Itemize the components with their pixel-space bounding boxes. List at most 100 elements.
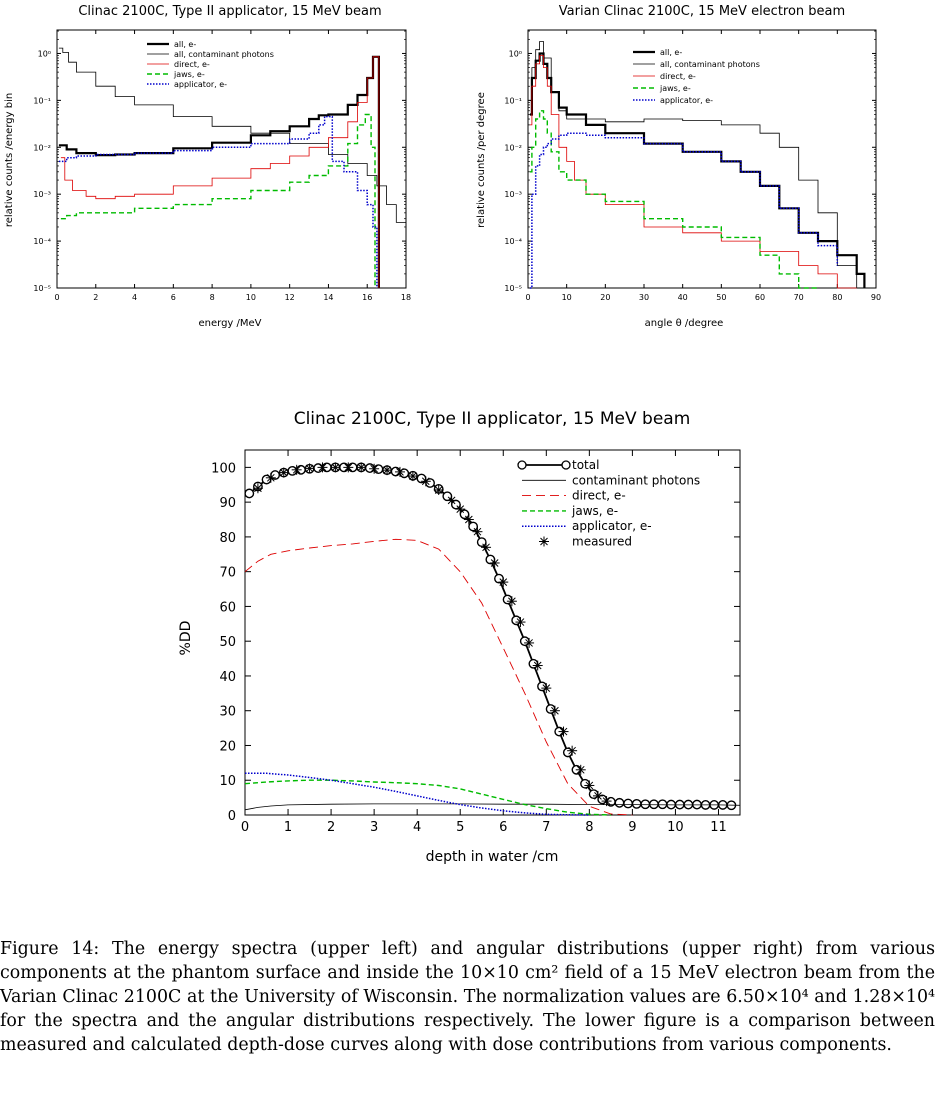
y-tick-label: 40 (219, 670, 236, 685)
data-point-measured (265, 472, 276, 483)
y-tick-label: 100 (211, 461, 236, 476)
y-tick-label: 60 (219, 600, 236, 615)
x-tick-label: 3 (370, 820, 378, 835)
y-tick-label: 90 (219, 496, 236, 511)
data-point-total (649, 799, 659, 810)
figure-number: Figure 14: (0, 939, 100, 959)
legend-label: jaws, e- (571, 504, 618, 518)
x-tick-label: 2 (327, 820, 335, 835)
y-tick-label: 10⁻¹ (504, 96, 522, 105)
data-point-measured (472, 526, 483, 537)
series-group (529, 41, 866, 289)
data-point-measured (575, 764, 586, 775)
x-tick-label: 7 (542, 820, 550, 835)
data-point-measured (524, 637, 535, 648)
y-tick-label: 30 (219, 705, 236, 720)
y-tick-label: 10⁻⁴ (33, 237, 51, 246)
series-line-3 (529, 110, 818, 289)
data-point-total (640, 799, 651, 810)
x-tick-label: 70 (794, 293, 804, 302)
y-tick-label: 10⁻² (504, 143, 522, 152)
data-point-measured (252, 483, 263, 494)
y-tick-label: 10⁻² (33, 143, 51, 152)
axis-ticks: 0 1 2 3 4 5 6 7 8 9 10 11 0 10 20 30 40 50 60 70 80 90 100 (211, 450, 740, 835)
data-point-total (657, 799, 668, 810)
data-point-total (459, 509, 470, 520)
series-line-1 (58, 47, 407, 288)
legend-label: applicator, e- (174, 80, 227, 89)
x-axis-label: energy /MeV (198, 318, 261, 329)
caption-text: The energy spectra (upper left) and angu… (0, 939, 935, 1055)
y-tick-label: 0 (228, 809, 236, 824)
x-tick-label: 40 (678, 293, 688, 302)
chart-title: Clinac 2100C, Type II applicator, 15 MeV… (294, 409, 691, 429)
legend-label: direct, e- (174, 60, 210, 69)
series-line-3 (244, 779, 611, 816)
data-point-total (623, 798, 633, 809)
y-tick-label: 10⁻¹ (33, 96, 51, 105)
data-point-total (631, 798, 642, 809)
plot-frame (56, 29, 407, 289)
data-point-measured (506, 596, 517, 607)
series-group (58, 47, 407, 288)
legend-swatch (539, 536, 549, 547)
legend-label: direct, e- (572, 489, 626, 503)
data-point-measured (369, 463, 380, 474)
data-point-total (614, 797, 625, 808)
x-tick-label: 16 (362, 293, 372, 302)
y-tick-label: 70 (219, 566, 236, 581)
data-point-measured (304, 463, 315, 474)
legend-label: contaminant photons (572, 473, 700, 487)
depth-dose-chart: Clinac 2100C, Type II applicator, 15 MeV… (178, 409, 741, 865)
y-axis-label: %DD (178, 621, 194, 656)
data-point-measured (356, 462, 367, 473)
data-point-measured (407, 471, 418, 482)
data-point-total (244, 488, 255, 499)
x-tick-label: 11 (710, 820, 727, 835)
data-point-measured (567, 745, 578, 756)
data-point-measured (584, 780, 595, 791)
plot-frame (244, 449, 741, 816)
axis-ticks: 0 2 4 6 8 10 12 14 16 18 10⁻⁵ 10⁻⁴ 10⁻³ 10⁻² 10⁻¹ 10⁰ (33, 30, 411, 302)
data-point-measured (489, 557, 500, 568)
x-tick-label: 9 (628, 820, 636, 835)
series-line-2 (60, 56, 380, 288)
data-point-measured (278, 467, 289, 478)
x-tick-label: 12 (285, 293, 295, 302)
series-line-2 (529, 55, 857, 289)
data-point-measured (558, 726, 569, 737)
series-line-1 (529, 41, 858, 288)
series-line-2 (244, 538, 633, 816)
y-axis-label: relative counts /energy bin (4, 93, 15, 227)
plot-frame (527, 29, 877, 289)
series-line-4 (245, 772, 590, 816)
y-tick-label: 50 (219, 635, 236, 650)
y-tick-label: 10⁻⁵ (33, 284, 51, 293)
y-tick-label: 10⁰ (38, 49, 51, 58)
x-tick-label: 6 (171, 293, 176, 302)
series-group (244, 462, 741, 816)
data-point-measured (463, 514, 474, 525)
data-point-measured (317, 462, 328, 473)
x-tick-label: 10 (246, 293, 256, 302)
x-axis-label: depth in water /cm (426, 849, 559, 865)
x-tick-label: 14 (323, 293, 333, 302)
series-line-0 (529, 52, 866, 288)
x-tick-label: 1 (284, 820, 292, 835)
data-point-measured (532, 660, 543, 671)
data-point-measured (541, 683, 552, 694)
data-point-measured (481, 542, 492, 553)
axis-ticks: 0 10 20 30 40 50 60 70 80 90 10⁻⁵ 10⁻⁴ 10⁻³ 10⁻² 10⁻¹ 1… (504, 30, 881, 302)
x-tick-label: 60 (755, 293, 765, 302)
x-tick-label: 6 (499, 820, 507, 835)
series-line-4 (58, 115, 378, 288)
data-point-measured (343, 462, 354, 473)
x-tick-label: 8 (210, 293, 215, 302)
series-line-0 (248, 466, 732, 807)
legend-label: applicator, e- (572, 519, 652, 533)
legend-label: applicator, e- (660, 96, 713, 105)
y-axis-label: relative counts /per degree (476, 92, 487, 228)
data-point-measured (515, 617, 526, 628)
